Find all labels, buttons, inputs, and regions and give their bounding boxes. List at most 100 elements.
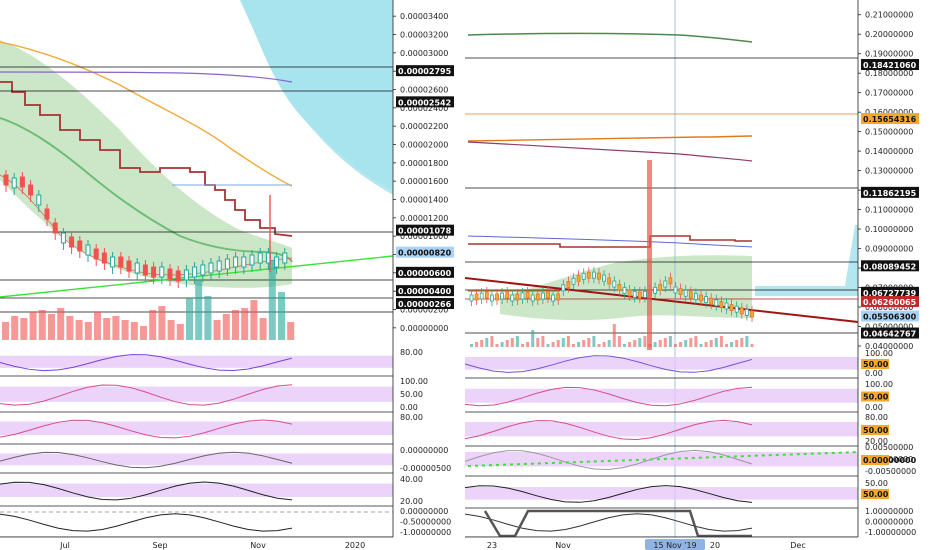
sub-panel-tick: 20.00 — [865, 437, 888, 446]
sub-panel-tick: 100.00 — [400, 377, 428, 386]
volume-bar — [628, 342, 632, 347]
indicator-line — [464, 513, 753, 532]
candle-body — [683, 289, 688, 297]
right-ma-green — [467, 32, 753, 43]
candle-body — [257, 252, 263, 264]
candle-body — [750, 310, 754, 318]
volume-bar — [485, 338, 489, 347]
sub-panel-tag: 50.00 — [863, 426, 889, 435]
candle-body — [77, 240, 83, 252]
volume-bar — [531, 330, 535, 347]
candle-body — [592, 271, 596, 279]
volume-bar — [130, 322, 138, 340]
volume-bar — [541, 336, 545, 347]
axis-tick-label: 0.10000000 — [865, 225, 913, 234]
candle-body — [556, 293, 561, 301]
sub-panel-tag-badge — [861, 425, 889, 435]
volume-bar — [577, 342, 581, 347]
candle-body — [694, 292, 698, 300]
axis-tick-label: 0.00000000 — [400, 324, 448, 333]
left-price-axis[interactable]: 0.000034000.000032000.000030000.00002800… — [392, 0, 454, 537]
volume-bar — [38, 310, 46, 340]
right-ma-orange — [467, 135, 753, 142]
right-chart-panel[interactable]: 100.0050.000.0050.00100.0050.000.0050.00… — [464, 0, 917, 550]
volume-bar — [186, 298, 193, 340]
price-tag-label: 0.04642767 — [863, 330, 916, 339]
volume-bar — [176, 324, 184, 340]
candle-body — [175, 270, 181, 282]
candle-body — [566, 281, 571, 288]
volume-bar — [84, 322, 92, 340]
crosshair-date-label: 15 Nov '19 — [653, 541, 696, 550]
x-tick-label: Jul — [59, 541, 70, 550]
volume-bar — [140, 326, 147, 340]
sub-panel-tick: 80.00 — [400, 348, 423, 357]
candle-body — [101, 252, 107, 264]
axis-tick-label: 0.00002000 — [400, 141, 448, 150]
candle-body — [216, 260, 222, 272]
sub-panel-tag: 50.00 — [863, 490, 889, 499]
sub-panel-band — [0, 421, 393, 435]
axis-tick-label: 0.00003200 — [400, 31, 448, 40]
right-macd-signal — [467, 451, 859, 467]
sub-panel-tick: 40.00 — [400, 475, 423, 484]
x-tick-label: Dec — [790, 541, 805, 550]
right-price-axis[interactable]: 0.21000000 0.20000000 0.19000000 0.18000000… — [857, 0, 919, 537]
volume-bar — [167, 320, 175, 340]
candle-body — [93, 248, 99, 260]
volume-bar — [222, 314, 230, 340]
volume-bar — [597, 344, 601, 347]
price-tag-badge — [396, 96, 454, 108]
candle-body — [535, 293, 540, 301]
volume-bar — [556, 340, 560, 347]
candle-body — [52, 222, 58, 234]
volume-bar — [725, 344, 728, 347]
price-tag-label: 0.00002542 — [398, 98, 451, 107]
sub-panel-tick: 0.00500000 — [865, 443, 913, 452]
volume-bar — [602, 342, 606, 347]
candle-body — [576, 275, 581, 282]
sub-panel-tick: 80.00 — [400, 413, 423, 422]
price-tag-badge — [396, 224, 454, 236]
sub-panel-tick: 0.00 — [865, 403, 883, 412]
left-ma-purple — [0, 71, 293, 83]
sub-panel-tag-badge — [861, 359, 889, 369]
volume-bar — [735, 340, 739, 347]
volume-bar — [745, 336, 749, 347]
volume-bar — [268, 260, 276, 340]
price-tag-label: 0.00000820 — [398, 249, 452, 258]
volume-bar — [572, 344, 575, 347]
candle-body — [729, 304, 734, 312]
right-ma-purple — [467, 141, 753, 162]
price-tag-label: 0.00002795 — [398, 67, 452, 76]
left-volume-bars — [2, 260, 295, 340]
candle-body — [637, 291, 642, 299]
volume-bar — [561, 338, 565, 347]
axis-tick-label: 0.14000000 — [865, 147, 913, 156]
candle-body — [44, 208, 50, 220]
candle-body — [571, 277, 576, 285]
candle-body — [274, 256, 280, 268]
sub-panel-band — [0, 355, 393, 368]
volume-bar — [689, 338, 693, 347]
candle-body — [200, 264, 206, 276]
candle-body — [60, 232, 66, 244]
volume-bar — [566, 336, 570, 347]
volume-bar — [658, 340, 662, 347]
axis-tick-label: 0.00000200 — [400, 306, 448, 315]
candle-body — [581, 272, 586, 280]
volume-bar — [48, 314, 55, 340]
volume-bar — [709, 340, 713, 347]
sub-panel-tick: 0.00000000 — [865, 455, 913, 464]
candle-body — [709, 297, 714, 305]
indicator-line — [464, 386, 753, 407]
left-chart-panel[interactable]: 80.00100.0050.000.0080.000.00000000-0.00… — [0, 0, 451, 550]
volume-bar — [551, 342, 555, 347]
volume-bar — [587, 338, 591, 347]
left-ma-orange — [0, 41, 293, 187]
price-tag-label: 0.08089452 — [863, 262, 916, 271]
indicator-line — [0, 419, 293, 439]
candle-body — [233, 256, 239, 268]
left-x-ticks: Jul Sep Nov 2020 — [59, 541, 365, 550]
